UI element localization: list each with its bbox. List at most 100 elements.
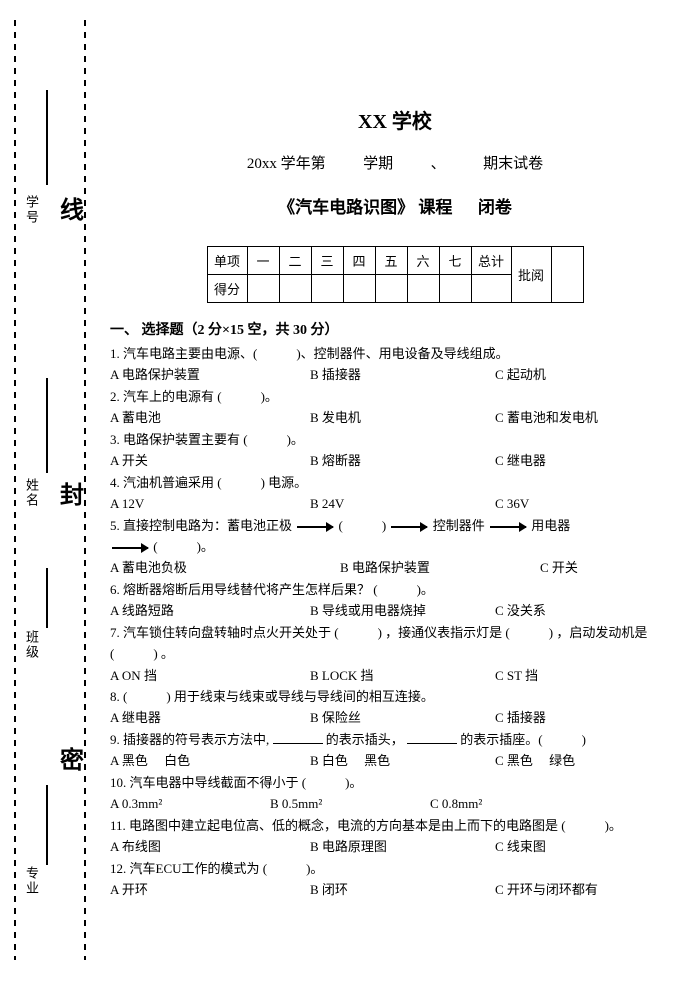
q7-opt-a: A ON 挡 [110,665,310,686]
school-title: XX 学校 [110,105,680,134]
q5-pre: 5. 直接控制电路为：蓄电池正极 [110,518,292,533]
q10-opt-a: A 0.3mm² [110,793,270,814]
section-1-header: 一、 选择题（2 分×15 空，共 30 分） [110,319,680,339]
cell-col-2: 二 [279,247,311,275]
cell-col-4: 四 [343,247,375,275]
q1-opt-b: B 插接器 [310,364,495,385]
sidebar-label-name: 姓名 [22,478,41,508]
q8-options: A 继电器 B 保险丝 C 插接器 [110,707,680,728]
q2-opt-c: C 蓄电池和发电机 [495,407,680,428]
q2-opt-a: A 蓄电池 [110,407,310,428]
cell-score-3 [311,275,343,303]
course-name: 《汽车电路识图》 [278,198,414,217]
q8-text: 8. ( ) 用于线束与线束或导线与导线间的相互连接。 [110,686,680,707]
semester-suffix: 期末试卷 [483,156,543,172]
q11-opt-c: C 线束图 [495,836,680,857]
q4-opt-c: C 36V [495,493,680,514]
q4-options: A 12V B 24V C 36V [110,493,680,514]
cell-item-label: 单项 [207,247,247,275]
q9-mid2: 的表示插座。( ) [460,732,586,747]
cell-score-4 [343,275,375,303]
semester-prefix: 20xx 学年第 [247,156,326,172]
q7-options: A ON 挡 B LOCK 挡 C ST 挡 [110,665,680,686]
q6-opt-c: C 没关系 [495,600,680,621]
q2-options: A 蓄电池 B 发电机 C 蓄电池和发电机 [110,407,680,428]
q1-opt-a: A 电路保护装置 [110,364,310,385]
main-content: XX 学校 20xx 学年第 学期 、 期末试卷 《汽车电路识图》 课程 闭卷 … [110,0,680,900]
course-label: 课程 [418,198,452,217]
q1-opt-c: C 起动机 [495,364,680,385]
q10-text: 10. 汽车电器中导线截面不得小于 ( )。 [110,772,680,793]
q12-opt-b: B 闭环 [310,879,495,900]
q7-opt-c: C ST 挡 [495,665,680,686]
q5-opt-c: C 开关 [540,557,680,578]
q9-pre: 9. 插接器的符号表示方法中, [110,732,269,747]
cell-score-7 [439,275,471,303]
q10-options: A 0.3mm² B 0.5mm² C 0.8mm² [110,793,680,814]
cell-score-5 [375,275,407,303]
seal-char-xian: 线 [60,190,84,225]
q7-text: 7. 汽车锁住转向盘转轴时点火开关处于 ( ) ，接通仪表指示灯是 ( ) ，启… [110,622,680,665]
q11-text: 11. 电路图中建立起电位高、低的概念，电流的方向基本是由上而下的电路图是 ( … [110,815,680,836]
seal-char-mi: 密 [60,740,84,775]
questions: 1. 汽车电路主要由电源、( )、控制器件、用电设备及导线组成。 A 电路保护装… [110,343,680,900]
q12-opt-a: A 开环 [110,879,310,900]
q5-end: ( )。 [153,539,214,554]
q5-opt-b: B 电路保护装置 [340,557,540,578]
q7-opt-b: B LOCK 挡 [310,665,495,686]
dash-line-left [14,20,16,960]
q12-text: 12. 汽车ECU工作的模式为 ( )。 [110,858,680,879]
q12-opt-c: C 开环与闭环都有 [495,879,680,900]
course-line: 《汽车电路识图》 课程 闭卷 [110,193,680,218]
dash-line-right [84,20,86,960]
cell-col-1: 一 [247,247,279,275]
sidebar-label-class: 班级 [22,630,41,660]
cell-col-3: 三 [311,247,343,275]
cell-review-label: 批阅 [511,247,551,303]
q9-text: 9. 插接器的符号表示方法中, 的表示插头， 的表示插座。( ) [110,729,680,750]
underline-1 [46,90,48,185]
q6-opt-b: B 导线或用电器烧掉 [310,600,495,621]
q1-options: A 电路保护装置 B 插接器 C 起动机 [110,364,680,385]
q11-opt-b: B 电路原理图 [310,836,495,857]
q4-opt-a: A 12V [110,493,310,514]
q4-text: 4. 汽油机普遍采用 ( ) 电源。 [110,472,680,493]
score-table-header-row: 单项 一 二 三 四 五 六 七 总计 批阅 [207,247,583,275]
q4-opt-b: B 24V [310,493,495,514]
binding-sidebar: 学号 姓名 班级 专业 线 封 密 [0,0,100,982]
underline-2 [46,378,48,473]
q10-opt-b: B 0.5mm² [270,793,430,814]
q12-options: A 开环 B 闭环 C 开环与闭环都有 [110,879,680,900]
sidebar-label-student-id: 学号 [22,195,41,225]
q6-options: A 线路短路 B 导线或用电器烧掉 C 没关系 [110,600,680,621]
q9-opt-a: A 黑色 白色 [110,750,310,771]
q5-opt-a: A 蓄电池负极 [110,557,340,578]
q6-text: 6. 熔断器熔断后用导线替代将产生怎样后果？ ( )。 [110,579,680,600]
q1-text: 1. 汽车电路主要由电源、( )、控制器件、用电设备及导线组成。 [110,343,680,364]
q11-options: A 布线图 B 电路原理图 C 线束图 [110,836,680,857]
cell-col-5: 五 [375,247,407,275]
sidebar-label-major: 专业 [22,866,41,896]
exam-page: 学号 姓名 班级 专业 线 封 密 XX 学校 20xx 学年第 学期 、 期末… [0,0,695,982]
q6-opt-a: A 线路短路 [110,600,310,621]
q8-opt-c: C 插接器 [495,707,680,728]
blank-underline [407,730,457,744]
underline-3 [46,568,48,628]
cell-total-label: 总计 [471,247,511,275]
q2-text: 2. 汽车上的电源有 ( )。 [110,386,680,407]
q8-opt-a: A 继电器 [110,707,310,728]
cell-col-6: 六 [407,247,439,275]
q3-opt-a: A 开关 [110,450,310,471]
cell-col-7: 七 [439,247,471,275]
semester-mid: 学期 [363,156,393,172]
cell-score-label: 得分 [207,275,247,303]
arrow-icon [391,526,427,528]
seal-char-feng: 封 [60,475,84,510]
q5-options: A 蓄电池负极 B 电路保护装置 C 开关 [110,557,680,578]
q5-mid1: ( ) [339,518,387,533]
exam-type: 闭卷 [478,198,512,217]
cell-score-2 [279,275,311,303]
q3-text: 3. 电路保护装置主要有 ( )。 [110,429,680,450]
q3-options: A 开关 B 熔断器 C 继电器 [110,450,680,471]
score-table: 单项 一 二 三 四 五 六 七 总计 批阅 得分 [207,246,584,303]
